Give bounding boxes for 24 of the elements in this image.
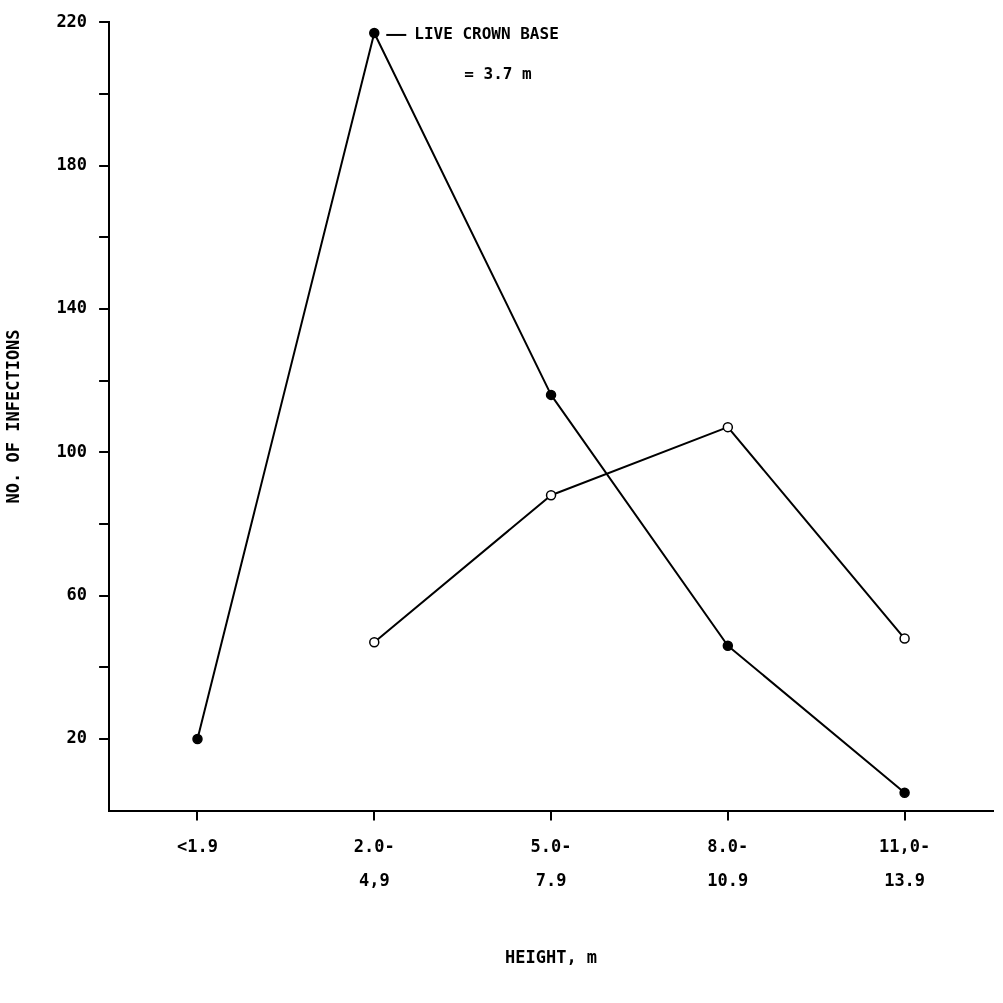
y-tick-label: 100 <box>56 440 88 461</box>
point <box>545 489 557 501</box>
y-axis-title: NO. OF INFECTIONS <box>2 329 23 504</box>
point <box>369 636 380 648</box>
point <box>899 787 910 798</box>
y-tick-label: 60 <box>66 584 88 604</box>
x-axis-title: HEIGHT, m <box>504 947 598 968</box>
x-tick-label: <1.9 <box>177 836 218 857</box>
x-tick-label: 8.0- 10.9 <box>707 836 749 891</box>
y-tick-label: 220 <box>56 10 88 31</box>
point <box>545 389 557 401</box>
y-tick-label: 140 <box>56 297 88 318</box>
point <box>722 640 734 651</box>
point <box>722 421 734 433</box>
x-tick-label: 11,0- 13.9 <box>879 836 931 891</box>
point <box>899 633 910 644</box>
x-tick-label: 5.0- 7.9 <box>530 836 572 891</box>
point <box>192 733 203 745</box>
point <box>369 27 380 39</box>
annotation: = 3.7 m <box>464 64 533 84</box>
x-tick-label: 2.0- 4,9 <box>353 836 395 891</box>
y-tick-label: 180 <box>56 153 88 174</box>
y-tick-label: 20 <box>66 727 88 748</box>
annotation: LIVE CROWN BASE <box>414 24 559 44</box>
